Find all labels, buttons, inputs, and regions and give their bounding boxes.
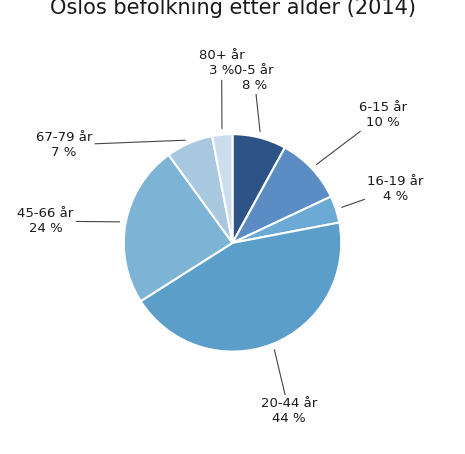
Text: 45-66 år
24 %: 45-66 år 24 % <box>17 207 120 235</box>
Title: Oslos befolkning etter alder (2014): Oslos befolkning etter alder (2014) <box>49 0 416 18</box>
Wedge shape <box>169 136 232 243</box>
Text: 67-79 år
7 %: 67-79 år 7 % <box>36 131 185 159</box>
Text: 20-44 år
44 %: 20-44 år 44 % <box>261 350 317 425</box>
Wedge shape <box>232 134 285 243</box>
Text: 16-19 år
4 %: 16-19 år 4 % <box>342 174 424 207</box>
Wedge shape <box>232 197 339 243</box>
Text: 80+ år
3 %: 80+ år 3 % <box>199 49 245 128</box>
Wedge shape <box>124 155 232 301</box>
Text: 6-15 år
10 %: 6-15 år 10 % <box>316 101 406 164</box>
Text: 0-5 år
8 %: 0-5 år 8 % <box>234 64 274 132</box>
Wedge shape <box>212 134 232 243</box>
Wedge shape <box>141 222 341 351</box>
Wedge shape <box>232 148 331 243</box>
